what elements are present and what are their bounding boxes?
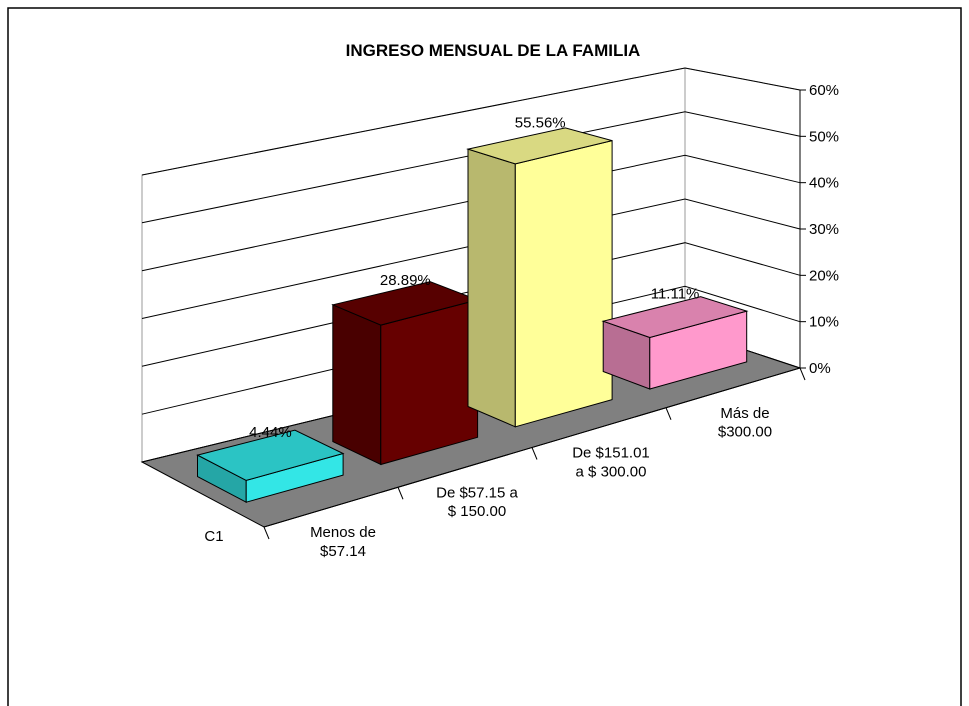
y-tick-label: 0% [809, 360, 831, 377]
series-label: C1 [204, 528, 223, 545]
bar-top [466, 127, 613, 165]
y-tick-label: 50% [809, 128, 839, 145]
bar-side [467, 148, 516, 428]
grid-line [141, 67, 801, 176]
data-label: 11.11% [651, 286, 700, 303]
bar-top [196, 429, 345, 481]
grid-line [141, 154, 801, 272]
grid-line [141, 198, 801, 319]
y-tick-label: 10% [809, 314, 839, 331]
x-tick-label: De $57.15 a $ 150.00 [436, 484, 518, 520]
bar-top [601, 296, 749, 339]
x-tick-label: De $151.01 a $ 300.00 [572, 445, 650, 481]
chart-title: INGRESO MENSUAL DE LA FAMILIA [346, 41, 641, 60]
y-tick-label: 60% [809, 82, 839, 99]
y-tick-label: 30% [809, 221, 839, 238]
grid-line [141, 111, 801, 224]
x-tick-label: Más de $300.00 [718, 405, 772, 441]
x-tick [263, 526, 270, 540]
x-tick [665, 407, 672, 420]
data-label: 28.89% [380, 272, 431, 289]
x-tick [397, 487, 404, 500]
bar [380, 299, 479, 466]
y-tick-label: 20% [809, 267, 839, 284]
frame [7, 7, 962, 706]
data-label: 4.44% [249, 424, 292, 441]
bar-side [332, 304, 382, 466]
x-tick [531, 447, 538, 460]
x-tick-label: Menos de $57.14 [310, 524, 376, 560]
bar [514, 139, 613, 428]
grid-line [141, 285, 801, 415]
y-tick-label: 40% [809, 175, 839, 192]
grid-line [141, 242, 801, 367]
x-tick [799, 367, 806, 381]
data-label: 55.56% [515, 114, 566, 131]
